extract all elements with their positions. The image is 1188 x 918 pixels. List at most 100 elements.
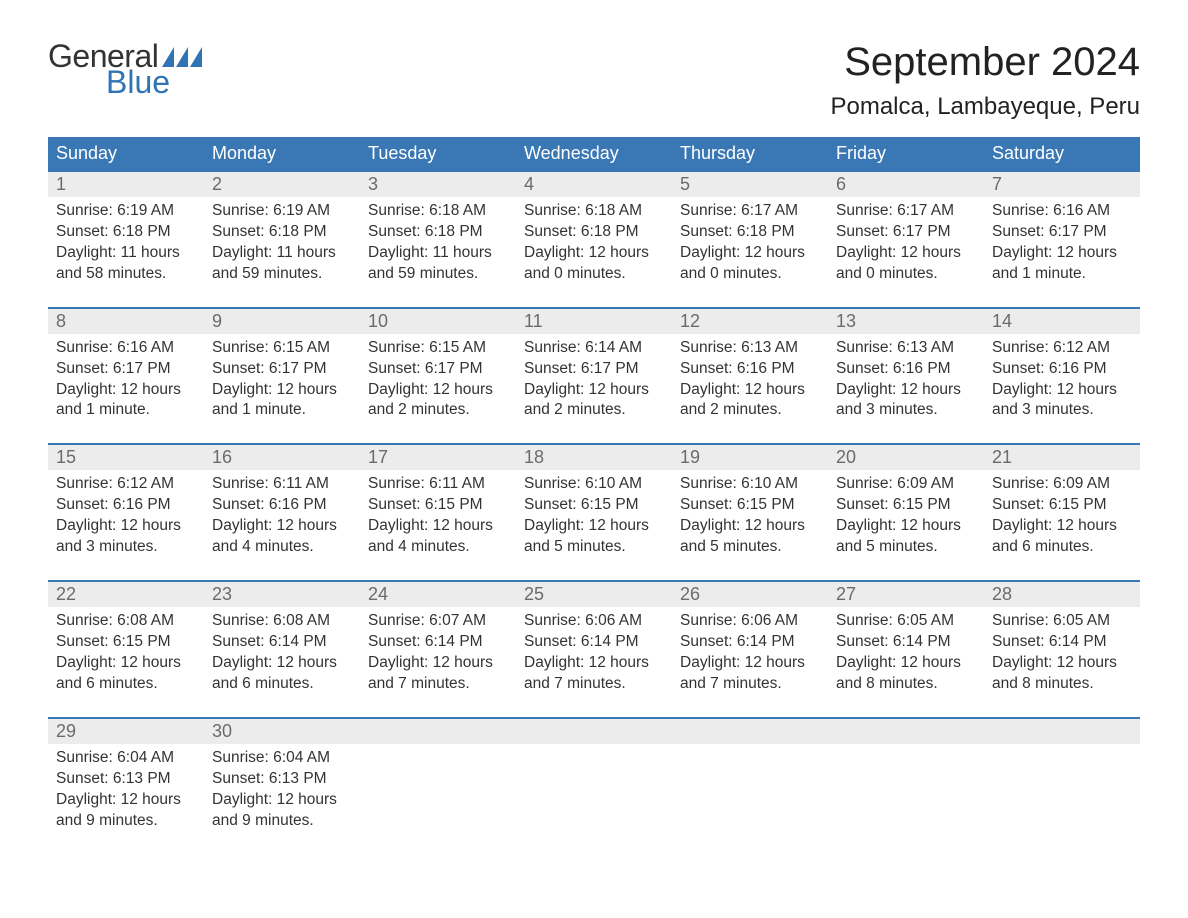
day-daylight2: and 2 minutes. [680,400,820,421]
day-number-row: 7 [984,172,1140,197]
logo-text-blue: Blue [106,66,170,98]
day-number-row: 16 [204,445,360,470]
day-sunrise: Sunrise: 6:19 AM [56,201,196,222]
day-number-row: 10 [360,309,516,334]
day-cell [828,719,984,840]
day-daylight2: and 9 minutes. [56,811,196,832]
day-number: 28 [992,584,1012,604]
week-row: 15Sunrise: 6:12 AMSunset: 6:16 PMDayligh… [48,443,1140,566]
day-sunset: Sunset: 6:18 PM [368,222,508,243]
day-number-row: 25 [516,582,672,607]
day-sunrise: Sunrise: 6:17 AM [680,201,820,222]
day-body: Sunrise: 6:16 AMSunset: 6:17 PMDaylight:… [984,197,1140,293]
day-sunrise: Sunrise: 6:10 AM [680,474,820,495]
day-daylight1: Daylight: 12 hours [56,653,196,674]
day-daylight2: and 3 minutes. [56,537,196,558]
day-sunset: Sunset: 6:18 PM [680,222,820,243]
day-body: Sunrise: 6:07 AMSunset: 6:14 PMDaylight:… [360,607,516,703]
day-body: Sunrise: 6:06 AMSunset: 6:14 PMDaylight:… [516,607,672,703]
day-body: Sunrise: 6:15 AMSunset: 6:17 PMDaylight:… [204,334,360,430]
day-cell: 9 Sunrise: 6:15 AMSunset: 6:17 PMDaylight… [204,309,360,430]
day-cell: 20 Sunrise: 6:09 AMSunset: 6:15 PMDayligh… [828,445,984,566]
day-daylight1: Daylight: 12 hours [212,653,352,674]
day-cell [360,719,516,840]
day-daylight1: Daylight: 12 hours [992,243,1132,264]
day-daylight2: and 5 minutes. [836,537,976,558]
day-body: Sunrise: 6:12 AMSunset: 6:16 PMDaylight:… [984,334,1140,430]
day-daylight2: and 4 minutes. [212,537,352,558]
day-cell: 18Sunrise: 6:10 AMSunset: 6:15 PMDayligh… [516,445,672,566]
day-daylight2: and 7 minutes. [524,674,664,695]
weekday-tuesday: Tuesday [360,137,516,170]
day-sunrise: Sunrise: 6:06 AM [524,611,664,632]
day-number-row: 13 [828,309,984,334]
day-daylight1: Daylight: 12 hours [524,653,664,674]
day-cell: 17Sunrise: 6:11 AMSunset: 6:15 PMDayligh… [360,445,516,566]
day-sunrise: Sunrise: 6:17 AM [836,201,976,222]
day-number: 20 [836,447,856,467]
day-sunrise: Sunrise: 6:09 AM [836,474,976,495]
day-daylight2: and 5 minutes. [680,537,820,558]
day-daylight1: Daylight: 12 hours [992,516,1132,537]
day-body: Sunrise: 6:08 AMSunset: 6:15 PMDaylight:… [48,607,204,703]
day-daylight2: and 7 minutes. [680,674,820,695]
day-daylight1: Daylight: 11 hours [368,243,508,264]
day-sunset: Sunset: 6:14 PM [368,632,508,653]
day-sunrise: Sunrise: 6:12 AM [992,338,1132,359]
day-number: 9 [212,311,222,331]
day-cell: 21Sunrise: 6:09 AMSunset: 6:15 PMDayligh… [984,445,1140,566]
day-sunset: Sunset: 6:14 PM [836,632,976,653]
day-number-row: 4 [516,172,672,197]
day-number: 19 [680,447,700,467]
day-body: Sunrise: 6:11 AMSunset: 6:15 PMDaylight:… [360,470,516,566]
day-body: Sunrise: 6:09 AMSunset: 6:15 PMDaylight:… [828,470,984,566]
day-daylight1: Daylight: 12 hours [56,516,196,537]
day-number: 27 [836,584,856,604]
day-daylight1: Daylight: 12 hours [524,380,664,401]
day-body: Sunrise: 6:15 AMSunset: 6:17 PMDaylight:… [360,334,516,430]
day-sunrise: Sunrise: 6:13 AM [680,338,820,359]
day-number: 24 [368,584,388,604]
day-number-row: 3 [360,172,516,197]
weeks-container: 1Sunrise: 6:19 AMSunset: 6:18 PMDaylight… [48,170,1140,839]
day-sunset: Sunset: 6:16 PM [56,495,196,516]
day-sunset: Sunset: 6:17 PM [524,359,664,380]
day-cell: 28Sunrise: 6:05 AMSunset: 6:14 PMDayligh… [984,582,1140,703]
day-cell: 10Sunrise: 6:15 AMSunset: 6:17 PMDayligh… [360,309,516,430]
day-number-row: 20 [828,445,984,470]
day-body: Sunrise: 6:18 AMSunset: 6:18 PMDaylight:… [360,197,516,293]
day-daylight2: and 7 minutes. [368,674,508,695]
day-sunset: Sunset: 6:17 PM [212,359,352,380]
day-daylight2: and 1 minute. [212,400,352,421]
day-daylight1: Daylight: 12 hours [368,653,508,674]
day-daylight2: and 4 minutes. [368,537,508,558]
day-daylight1: Daylight: 12 hours [680,653,820,674]
day-daylight1: Daylight: 12 hours [212,516,352,537]
day-cell: 15Sunrise: 6:12 AMSunset: 6:16 PMDayligh… [48,445,204,566]
day-daylight1: Daylight: 12 hours [992,653,1132,674]
day-sunrise: Sunrise: 6:08 AM [212,611,352,632]
day-number: 16 [212,447,232,467]
weekday-saturday: Saturday [984,137,1140,170]
day-sunrise: Sunrise: 6:15 AM [368,338,508,359]
week-row: 8Sunrise: 6:16 AMSunset: 6:17 PMDaylight… [48,307,1140,430]
day-cell: 29Sunrise: 6:04 AMSunset: 6:13 PMDayligh… [48,719,204,840]
day-sunrise: Sunrise: 6:07 AM [368,611,508,632]
day-daylight1: Daylight: 12 hours [680,516,820,537]
day-sunrise: Sunrise: 6:11 AM [212,474,352,495]
day-daylight2: and 6 minutes. [56,674,196,695]
day-daylight2: and 1 minute. [56,400,196,421]
week-row: 22Sunrise: 6:08 AMSunset: 6:15 PMDayligh… [48,580,1140,703]
day-cell: 8Sunrise: 6:16 AMSunset: 6:17 PMDaylight… [48,309,204,430]
day-daylight1: Daylight: 12 hours [212,790,352,811]
week-row: 29Sunrise: 6:04 AMSunset: 6:13 PMDayligh… [48,717,1140,840]
day-number-row: 2 [204,172,360,197]
month-year-title: September 2024 [830,40,1140,85]
day-cell: 26Sunrise: 6:06 AMSunset: 6:14 PMDayligh… [672,582,828,703]
weekday-thursday: Thursday [672,137,828,170]
day-cell: 7Sunrise: 6:16 AMSunset: 6:17 PMDaylight… [984,172,1140,293]
day-body: Sunrise: 6:17 AMSunset: 6:17 PMDaylight:… [828,197,984,293]
day-daylight2: and 6 minutes. [212,674,352,695]
day-daylight2: and 0 minutes. [524,264,664,285]
header: General Blue September 2024 Pomalca, Lam… [48,40,1140,121]
